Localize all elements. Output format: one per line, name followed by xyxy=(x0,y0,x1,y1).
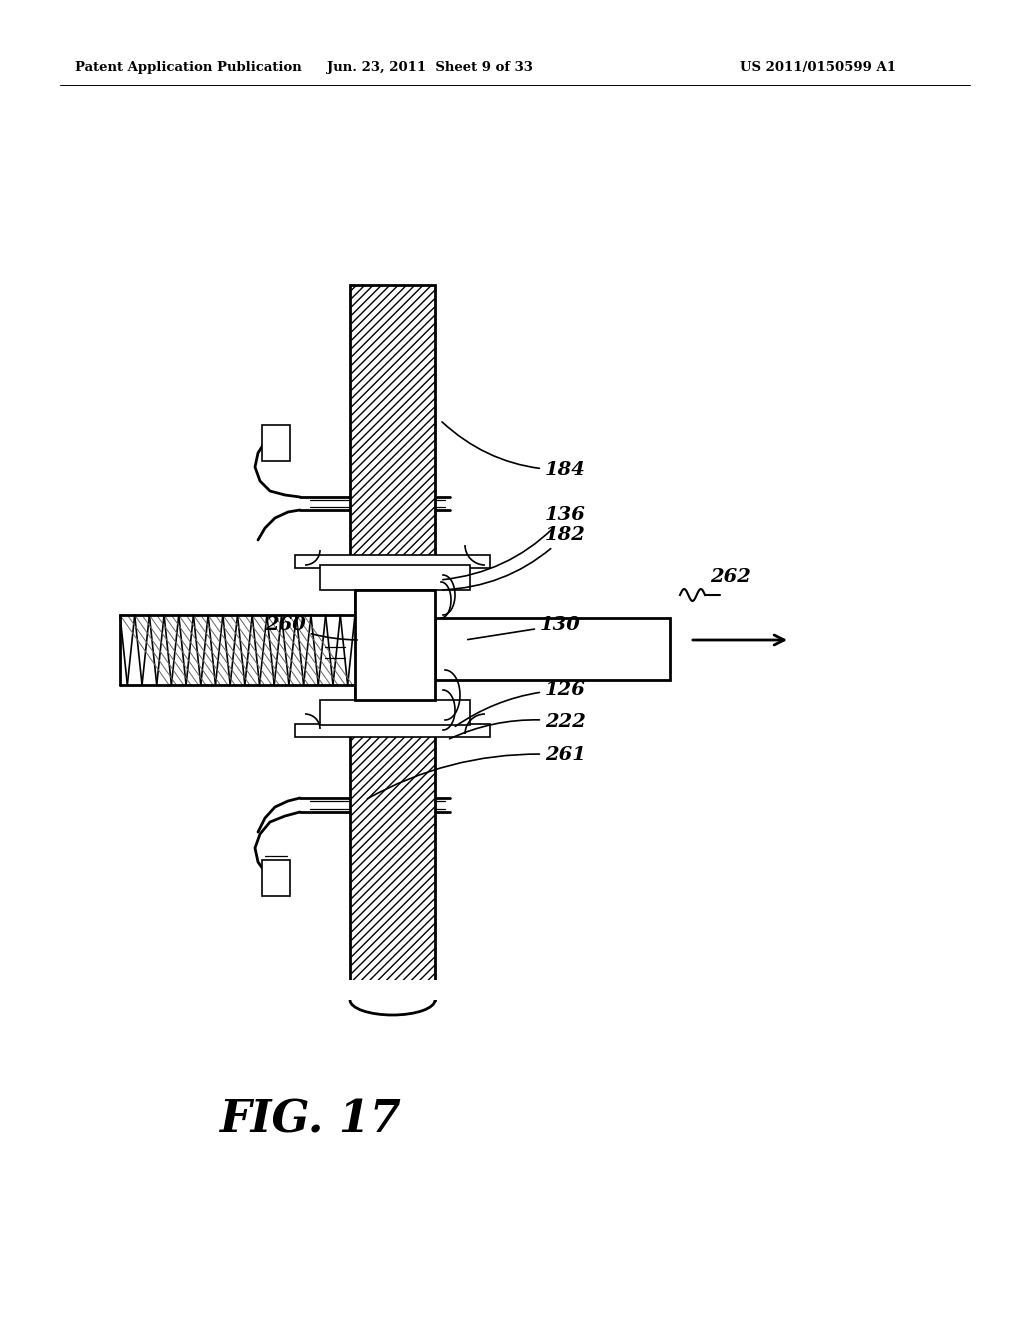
Text: FIG. 17: FIG. 17 xyxy=(219,1098,401,1142)
Text: 126: 126 xyxy=(456,681,586,726)
Text: Patent Application Publication: Patent Application Publication xyxy=(75,62,302,74)
Bar xyxy=(295,723,490,737)
Text: 260: 260 xyxy=(265,616,357,640)
Bar xyxy=(350,285,435,570)
Text: US 2011/0150599 A1: US 2011/0150599 A1 xyxy=(740,62,896,74)
Bar xyxy=(295,554,490,568)
Bar xyxy=(348,979,437,1001)
Bar xyxy=(262,861,290,896)
Bar xyxy=(262,425,290,461)
Bar xyxy=(319,700,470,725)
Text: 182: 182 xyxy=(442,525,586,590)
Bar xyxy=(319,565,470,590)
Ellipse shape xyxy=(350,985,435,1015)
Text: 222: 222 xyxy=(450,713,586,739)
Text: 262: 262 xyxy=(710,568,751,586)
Bar xyxy=(435,618,670,680)
Text: 130: 130 xyxy=(468,616,581,640)
Bar xyxy=(350,710,435,1001)
Text: 136: 136 xyxy=(442,506,586,579)
Text: 261: 261 xyxy=(368,746,586,799)
Bar xyxy=(355,590,435,700)
Text: Jun. 23, 2011  Sheet 9 of 33: Jun. 23, 2011 Sheet 9 of 33 xyxy=(327,62,532,74)
Text: 184: 184 xyxy=(442,422,586,479)
Bar xyxy=(120,615,355,685)
